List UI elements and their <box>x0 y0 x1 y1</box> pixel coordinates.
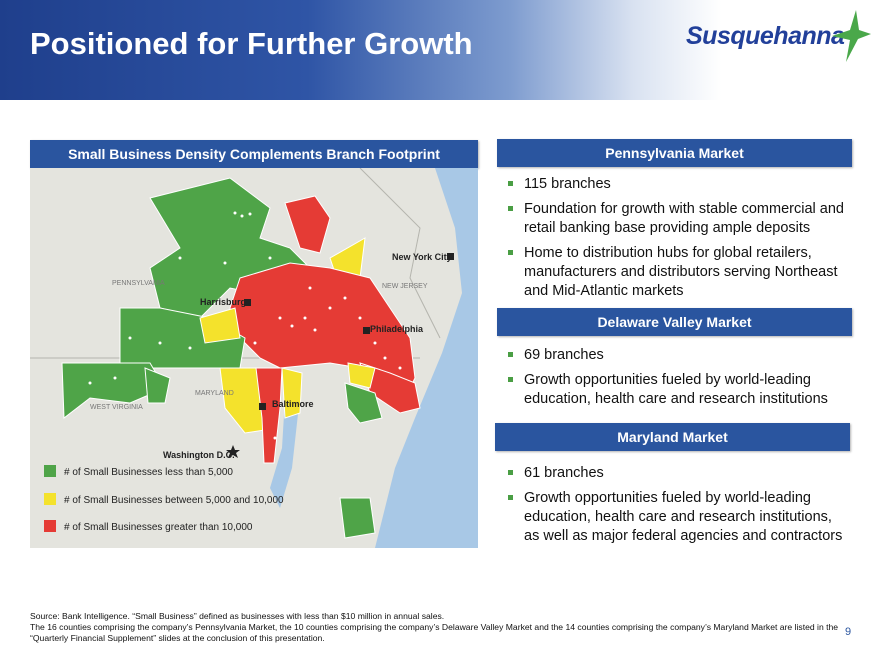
bullet: 69 branches <box>505 346 845 365</box>
map-heading: Small Business Density Complements Branc… <box>30 140 478 168</box>
map-label: Philadelphia <box>370 324 424 334</box>
map-label: PENNSYLVANIA <box>112 280 165 287</box>
section-heading: Pennsylvania Market <box>497 139 852 167</box>
source-note: Source: Bank Intelligence. “Small Busine… <box>30 611 445 621</box>
map-label: New York City <box>392 252 452 262</box>
map-label: NEW JERSEY <box>382 283 428 290</box>
page-number: 9 <box>845 626 852 638</box>
bullet: Growth opportunities fueled by world-lea… <box>505 371 845 409</box>
map-label: Washington D.C. <box>163 450 235 460</box>
legend-entry: # of Small Businesses greater than 10,00… <box>64 522 253 533</box>
bullet: Home to distribution hubs for global ret… <box>505 244 845 301</box>
note: The 16 counties comprising the company’s… <box>30 622 839 643</box>
legend-entry: # of Small Businesses less than 5,000 <box>64 467 233 478</box>
map-label: WEST VIRGINIA <box>90 404 143 411</box>
bullet-list: 115 branches Foundation for growth with … <box>505 175 845 307</box>
legend-entry: # of Small Businesses between 5,000 and … <box>64 495 284 506</box>
section-heading: Delaware Valley Market <box>497 308 852 336</box>
bullet: 61 branches <box>505 464 845 483</box>
bullet: Growth opportunities fueled by world-lea… <box>505 489 845 546</box>
section-heading: Maryland Market <box>495 423 850 451</box>
bullet: Foundation for growth with stable commer… <box>505 200 845 238</box>
bullet: 115 branches <box>505 175 845 194</box>
map-label: Harrisburg <box>200 297 246 307</box>
header-band <box>0 0 880 100</box>
logo: Susquehanna <box>686 22 845 50</box>
slide-title: Positioned for Further Growth <box>30 26 473 61</box>
map-label: Baltimore <box>272 399 314 409</box>
logo-star <box>832 10 871 62</box>
bullet-list: 69 branches Growth opportunities fueled … <box>505 346 845 415</box>
bullet-list: 61 branches Growth opportunities fueled … <box>505 464 845 552</box>
footnote: Source: Bank Intelligence. “Small Busine… <box>30 611 840 644</box>
map-label: MARYLAND <box>195 390 234 397</box>
map: PENNSYLVANIA New York City NEW JERSEY Ha… <box>30 168 478 548</box>
